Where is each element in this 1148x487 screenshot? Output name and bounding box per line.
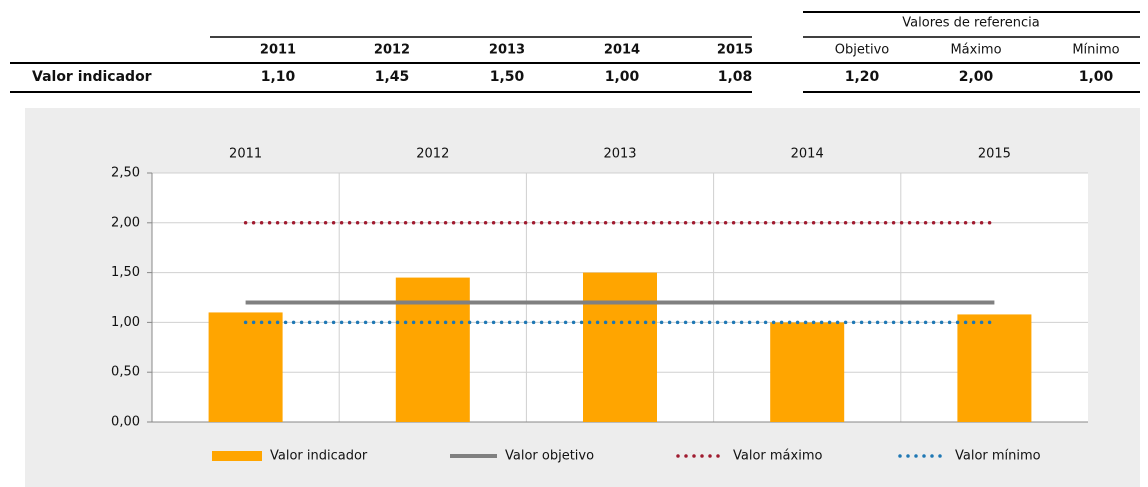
reference-header: Máximo bbox=[950, 43, 1001, 58]
bar bbox=[957, 314, 1032, 422]
year-header: 2012 bbox=[374, 43, 410, 58]
reference-value: 1,20 bbox=[845, 69, 880, 85]
year-header: 2015 bbox=[717, 43, 753, 58]
reference-header: Objetivo bbox=[835, 43, 889, 58]
legend-label: Valor máximo bbox=[733, 449, 822, 464]
year-value: 1,45 bbox=[375, 69, 410, 85]
reference-value: 1,00 bbox=[1079, 69, 1114, 85]
y-tick-label: 0,50 bbox=[111, 365, 140, 380]
legend-label: Valor mínimo bbox=[955, 449, 1041, 464]
reference-header: Mínimo bbox=[1072, 43, 1119, 58]
y-tick-label: 2,00 bbox=[111, 215, 140, 230]
legend-swatch bbox=[212, 451, 262, 461]
category-label: 2011 bbox=[229, 147, 262, 162]
bar bbox=[770, 322, 845, 422]
bar bbox=[208, 312, 283, 422]
year-value: 1,50 bbox=[490, 69, 525, 85]
y-tick-label: 1,00 bbox=[111, 315, 140, 330]
bar bbox=[395, 277, 470, 422]
y-tick-label: 0,00 bbox=[111, 415, 140, 430]
bar bbox=[583, 272, 657, 422]
year-header: 2013 bbox=[489, 43, 525, 58]
y-tick-label: 1,50 bbox=[111, 265, 140, 280]
year-value: 1,10 bbox=[261, 69, 296, 85]
category-label: 2014 bbox=[791, 147, 824, 162]
category-label: 2012 bbox=[416, 147, 449, 162]
legend-label: Valor objetivo bbox=[505, 449, 594, 464]
y-tick-label: 2,50 bbox=[111, 166, 140, 181]
category-label: 2015 bbox=[978, 147, 1011, 162]
year-value: 1,08 bbox=[718, 69, 753, 85]
row-label: Valor indicador bbox=[32, 69, 152, 85]
year-value: 1,00 bbox=[605, 69, 640, 85]
reference-value: 2,00 bbox=[959, 69, 994, 85]
legend-label: Valor indicador bbox=[270, 449, 368, 464]
reference-title: Valores de referencia bbox=[902, 16, 1039, 31]
category-label: 2013 bbox=[603, 147, 636, 162]
year-header: 2011 bbox=[260, 43, 296, 58]
year-header: 2014 bbox=[604, 43, 640, 58]
